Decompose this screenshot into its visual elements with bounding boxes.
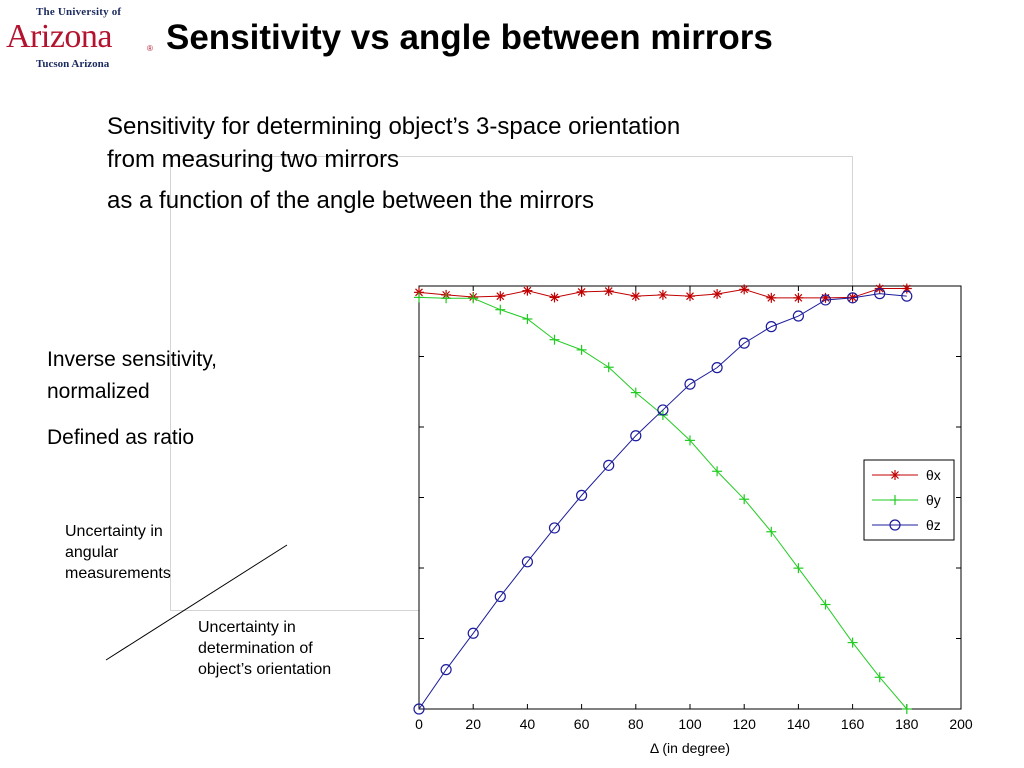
numerator-line-3: measurements bbox=[65, 565, 171, 582]
data-point-theta-x bbox=[739, 284, 750, 295]
data-point-theta-z bbox=[440, 664, 452, 676]
description-line-2: from measuring two mirrors bbox=[107, 146, 400, 173]
data-point-theta-x bbox=[603, 286, 614, 297]
legend-label-theta-x: θx bbox=[926, 467, 941, 483]
legend-label-theta-z: θz bbox=[926, 517, 941, 533]
data-point-theta-y bbox=[549, 334, 560, 345]
data-point-theta-y bbox=[468, 293, 479, 304]
x-tick-label: 180 bbox=[895, 716, 919, 732]
data-point-theta-y bbox=[630, 387, 641, 398]
data-point-theta-y bbox=[685, 435, 695, 446]
denominator-line-1: Uncertainty in bbox=[198, 619, 296, 636]
data-point-theta-y bbox=[847, 637, 858, 648]
data-point-theta-y bbox=[495, 304, 506, 315]
data-point-theta-x bbox=[712, 289, 723, 300]
data-point-theta-y bbox=[441, 293, 452, 304]
data-point-theta-z bbox=[738, 337, 750, 349]
data-point-theta-z bbox=[874, 288, 886, 300]
data-point-theta-x bbox=[549, 292, 560, 303]
x-tick-label: 200 bbox=[949, 716, 973, 732]
data-point-theta-x bbox=[522, 285, 533, 296]
data-point-theta-y bbox=[874, 672, 885, 683]
data-point-theta-z bbox=[630, 430, 642, 442]
data-point-theta-z bbox=[467, 627, 479, 639]
description-line-1: Sensitivity for determining object’s 3-s… bbox=[107, 113, 681, 140]
university-logo: The University of Arizona ® Tucson Arizo… bbox=[6, 6, 156, 72]
data-point-theta-y bbox=[793, 563, 804, 574]
numerator-line-1: Uncertainty in bbox=[65, 523, 163, 540]
logo-registered-mark: ® bbox=[147, 44, 153, 53]
data-point-theta-z bbox=[413, 703, 425, 715]
data-point-theta-y bbox=[766, 526, 777, 537]
ratio-numerator: Uncertainty in angular measurements bbox=[65, 521, 171, 584]
data-point-theta-z bbox=[711, 362, 723, 374]
data-point-theta-y bbox=[603, 362, 614, 373]
data-point-theta-x bbox=[630, 291, 641, 302]
data-point-theta-y bbox=[739, 494, 750, 505]
denominator-line-3: object’s orientation bbox=[198, 661, 332, 678]
legend-label-theta-y: θy bbox=[926, 492, 941, 508]
data-point-theta-y bbox=[414, 292, 424, 303]
legend-marker-theta-x bbox=[890, 470, 900, 480]
data-point-theta-x bbox=[495, 291, 506, 302]
data-point-theta-x bbox=[657, 289, 668, 300]
data-point-theta-z bbox=[684, 378, 696, 390]
data-point-theta-x bbox=[766, 292, 777, 303]
slide-title: Sensitivity vs angle between mirrors bbox=[166, 18, 773, 57]
data-point-theta-z bbox=[603, 459, 615, 471]
data-point-theta-z bbox=[846, 292, 859, 304]
data-point-theta-z bbox=[819, 294, 832, 306]
data-point-theta-y bbox=[901, 704, 912, 714]
x-tick-label: 140 bbox=[787, 716, 811, 732]
legend-marker-theta-z bbox=[889, 519, 901, 531]
side-label-line-3: Defined as ratio bbox=[47, 426, 195, 449]
data-point-theta-z bbox=[901, 290, 913, 302]
data-point-theta-x bbox=[901, 283, 912, 294]
description-line-3: as a function of the angle between the m… bbox=[107, 187, 594, 214]
x-tick-label: 40 bbox=[520, 716, 536, 732]
side-label-line-1: Inverse sensitivity, bbox=[47, 348, 217, 371]
series-line-theta-z bbox=[418, 293, 907, 710]
logo-line1: The University of bbox=[36, 6, 122, 18]
numerator-line-2: angular bbox=[65, 544, 119, 561]
data-point-theta-z bbox=[494, 590, 506, 603]
x-tick-label: 20 bbox=[465, 716, 481, 732]
x-tick-label: 160 bbox=[841, 716, 865, 732]
data-point-theta-z bbox=[521, 556, 534, 568]
x-tick-label: 60 bbox=[574, 716, 590, 732]
data-point-theta-z bbox=[765, 321, 777, 333]
denominator-line-2: determination of bbox=[198, 640, 313, 657]
data-point-theta-z bbox=[548, 522, 561, 534]
side-label-line-2: normalized bbox=[47, 380, 150, 403]
data-point-theta-y bbox=[576, 344, 587, 355]
x-tick-label: 120 bbox=[733, 716, 757, 732]
x-tick-label: 100 bbox=[678, 716, 702, 732]
data-point-theta-x bbox=[820, 292, 831, 303]
data-point-theta-x bbox=[576, 286, 587, 297]
data-point-theta-x bbox=[793, 292, 804, 303]
data-point-theta-y bbox=[522, 313, 533, 324]
data-point-theta-y bbox=[820, 599, 831, 610]
x-tick-label: 0 bbox=[415, 716, 423, 732]
x-axis-label: Δ (in degree) bbox=[650, 740, 730, 756]
data-point-theta-y bbox=[712, 466, 723, 477]
data-point-theta-z bbox=[575, 489, 588, 501]
legend-marker-theta-y bbox=[890, 495, 900, 505]
logo-line3: Tucson Arizona bbox=[36, 58, 110, 70]
data-point-theta-z bbox=[657, 404, 669, 416]
ratio-denominator: Uncertainty in determination of object’s… bbox=[198, 617, 331, 680]
data-point-theta-x bbox=[685, 291, 695, 302]
x-tick-label: 80 bbox=[628, 716, 644, 732]
logo-line2: Arizona bbox=[6, 18, 113, 55]
data-point-theta-z bbox=[792, 310, 805, 322]
